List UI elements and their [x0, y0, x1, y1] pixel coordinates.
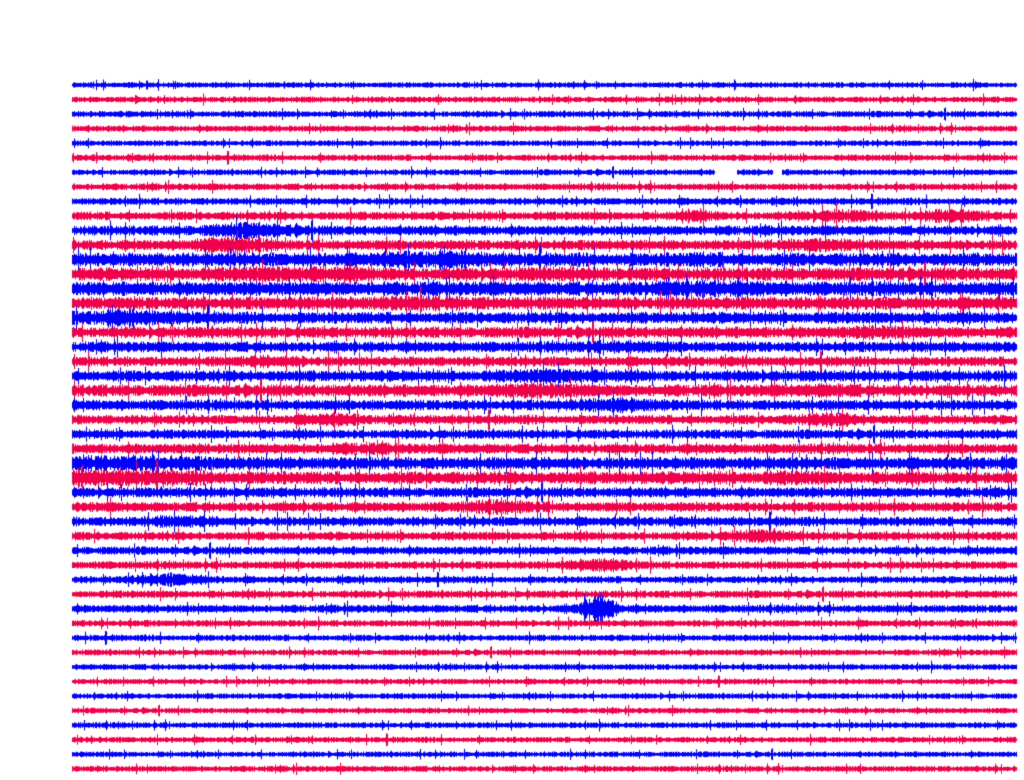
seismogram-trace-canvas — [0, 0, 1024, 780]
helicorder-page: HT Coloumbo 2015-12-10 Applied filter: W… — [0, 0, 1024, 780]
